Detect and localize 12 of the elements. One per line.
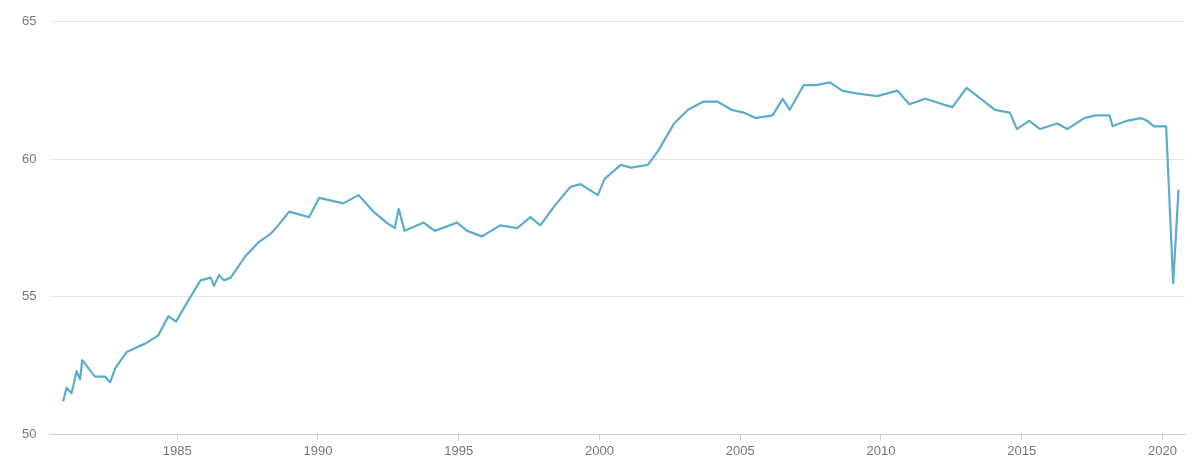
x-tick-label: 2010 [866, 442, 896, 458]
y-tick-label: 55 [21, 288, 37, 304]
x-tick-label: 2015 [1007, 442, 1037, 458]
x-tick-label: 2000 [584, 442, 614, 458]
x-tick-label: 2005 [725, 442, 755, 458]
y-tick-label: 50 [21, 425, 37, 441]
x-tick-label: 1995 [444, 442, 474, 458]
x-tick-label: 1985 [162, 442, 192, 458]
y-tick-label: 60 [21, 150, 37, 166]
x-tick-label: 2020 [1148, 442, 1177, 458]
x-tick-label: 1990 [303, 442, 333, 458]
y-tick-label: 65 [21, 13, 37, 29]
